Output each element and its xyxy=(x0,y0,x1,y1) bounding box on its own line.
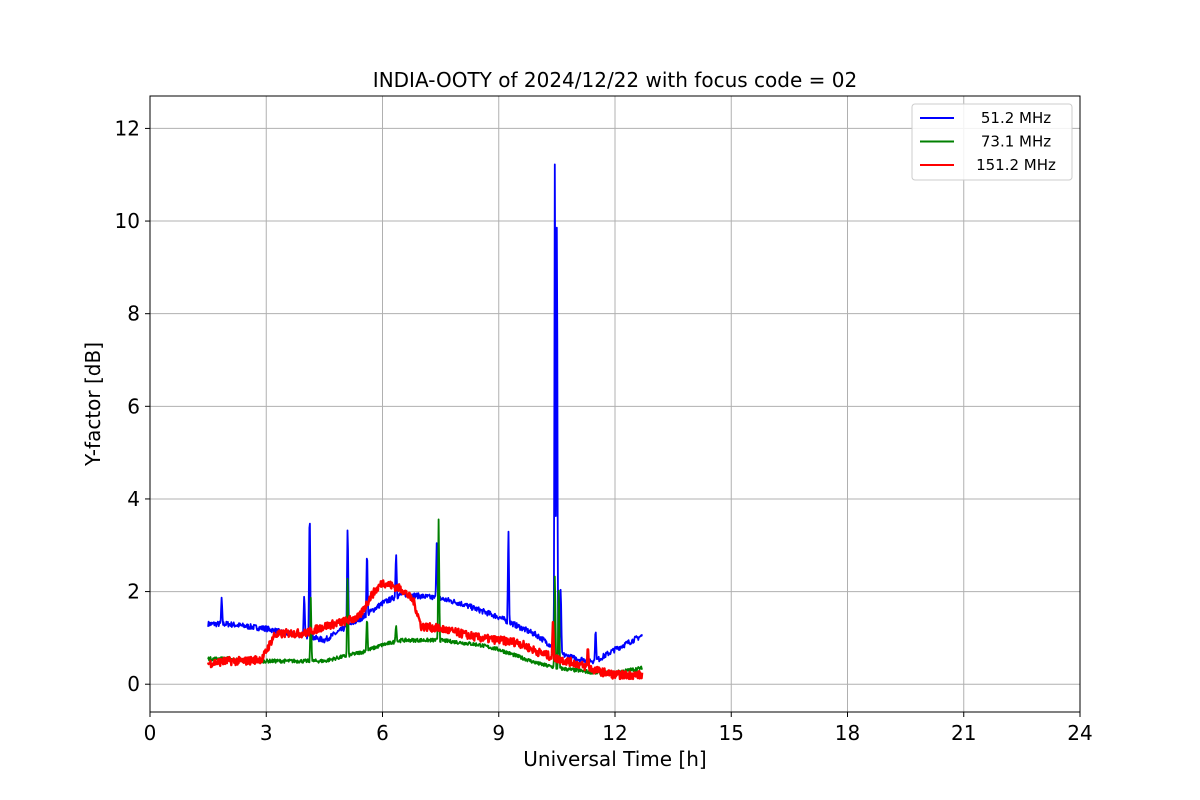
y-tick-label: 4 xyxy=(127,487,140,511)
y-tick-label: 6 xyxy=(127,394,140,418)
y-tick-label: 12 xyxy=(115,116,140,140)
x-tick-label: 24 xyxy=(1067,721,1092,745)
x-tick-label: 21 xyxy=(951,721,976,745)
y-tick-label: 0 xyxy=(127,672,140,696)
grid xyxy=(149,96,1081,712)
x-tick-label: 9 xyxy=(492,721,505,745)
x-tick-label: 15 xyxy=(719,721,744,745)
y-tick-label: 8 xyxy=(127,302,140,326)
legend-label-3: 151.2 MHz xyxy=(976,156,1056,174)
x-tick-label: 3 xyxy=(260,721,273,745)
y-tick-label: 2 xyxy=(127,580,140,604)
chart-title: INDIA-OOTY of 2024/12/22 with focus code… xyxy=(373,68,857,92)
x-tick-label: 0 xyxy=(144,721,157,745)
legend-box xyxy=(911,103,1073,181)
y-axis: 0 2 4 6 8 10 12 xyxy=(115,116,150,696)
x-tick-label: 18 xyxy=(835,721,860,745)
legend-label-1: 51.2 MHz xyxy=(981,109,1051,127)
x-axis-label: Universal Time [h] xyxy=(523,747,706,771)
series-line-3 xyxy=(206,579,644,681)
x-tick-label: 6 xyxy=(376,721,389,745)
series-layer xyxy=(206,163,644,681)
series-line-1 xyxy=(207,163,643,665)
y-axis-label: Y-factor [dB] xyxy=(81,342,105,467)
x-axis: 0 3 6 9 12 15 18 21 24 xyxy=(144,712,1093,745)
y-tick-label: 10 xyxy=(115,209,140,233)
legend-label-2: 73.1 MHz xyxy=(981,133,1051,151)
legend: 51.2 MHz 73.1 MHz 151.2 MHz xyxy=(911,103,1073,181)
series-line-2 xyxy=(207,518,643,676)
x-tick-label: 12 xyxy=(602,721,627,745)
